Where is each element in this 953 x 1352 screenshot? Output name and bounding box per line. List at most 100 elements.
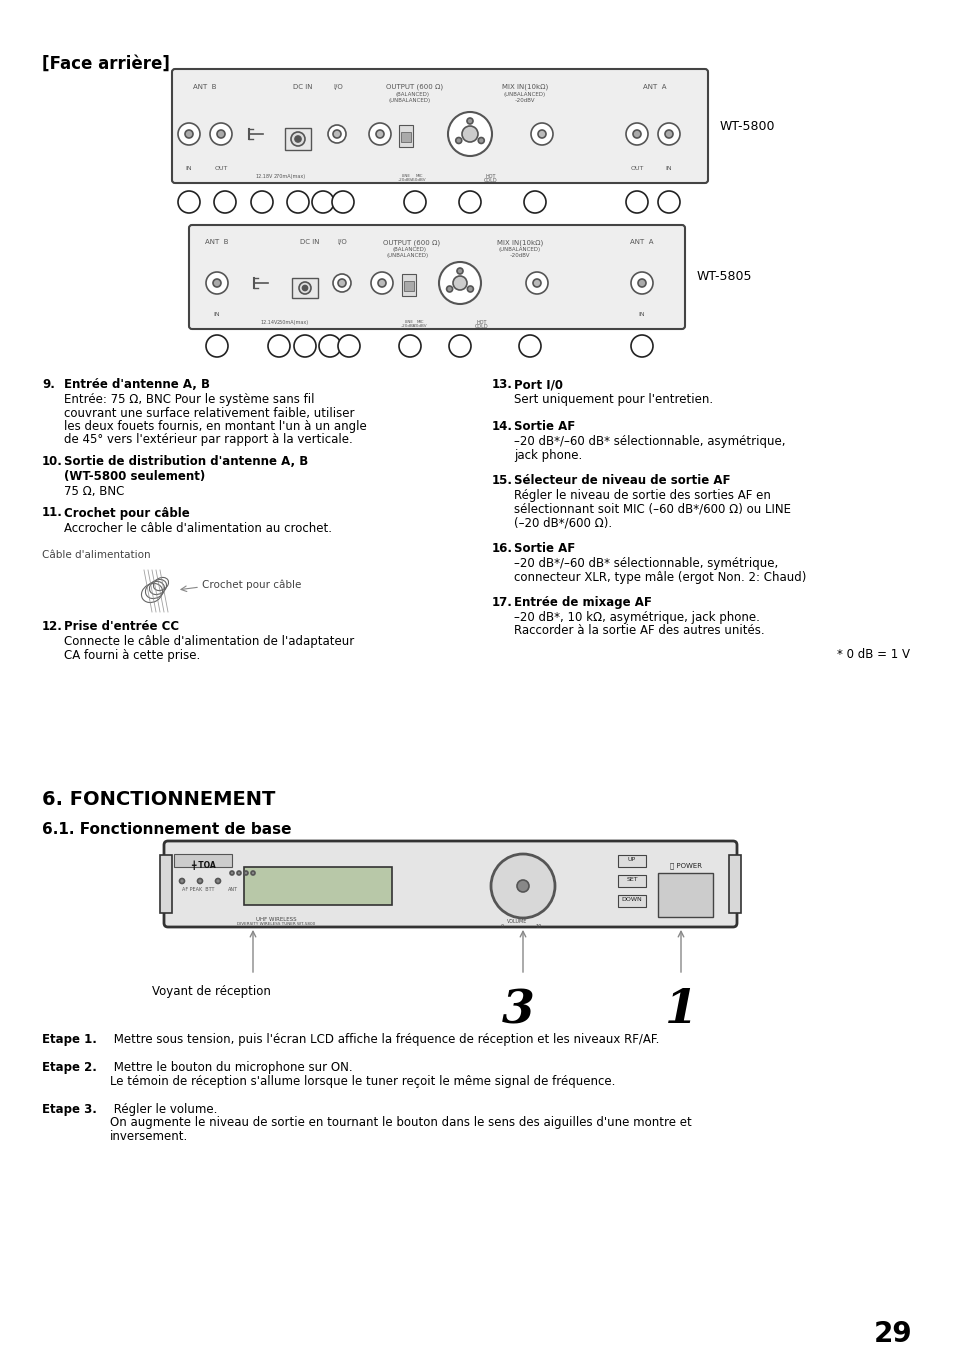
- Circle shape: [213, 191, 235, 214]
- Circle shape: [178, 191, 200, 214]
- Text: –20 dB*/–60 dB* sélectionnable, asymétrique,: –20 dB*/–60 dB* sélectionnable, asymétri…: [514, 435, 784, 449]
- Text: DIVERSITY WIRELESS TUNER WT-5800: DIVERSITY WIRELESS TUNER WT-5800: [236, 922, 314, 926]
- Text: (UNBALANCED): (UNBALANCED): [389, 97, 431, 103]
- Text: Entrée d'antenne A, B: Entrée d'antenne A, B: [64, 379, 210, 391]
- Circle shape: [371, 272, 393, 293]
- Bar: [403, 281, 414, 291]
- Bar: [244, 867, 392, 904]
- Text: ANT: ANT: [228, 887, 238, 892]
- Circle shape: [251, 191, 273, 214]
- Text: MIC: MIC: [415, 174, 422, 178]
- Text: 9: 9: [186, 197, 193, 207]
- Circle shape: [298, 283, 311, 293]
- Text: –20 dB*, 10 kΩ, asymétrique, jack phone.: –20 dB*, 10 kΩ, asymétrique, jack phone.: [514, 611, 760, 625]
- Circle shape: [537, 130, 545, 138]
- Text: UHF WIRELESS: UHF WIRELESS: [255, 917, 296, 922]
- Text: I/O: I/O: [333, 84, 342, 91]
- Circle shape: [523, 191, 545, 214]
- Text: HOT: HOT: [476, 320, 487, 324]
- Circle shape: [302, 285, 307, 291]
- Text: * 0 dB = 1 V: * 0 dB = 1 V: [836, 649, 909, 661]
- Circle shape: [456, 138, 461, 143]
- Circle shape: [185, 130, 193, 138]
- Text: 16.: 16.: [492, 542, 513, 556]
- Text: OUT: OUT: [214, 166, 228, 170]
- Text: 6. FONCTIONNEMENT: 6. FONCTIONNEMENT: [42, 790, 275, 808]
- Circle shape: [377, 279, 386, 287]
- Circle shape: [333, 274, 351, 292]
- Text: VOLUME: VOLUME: [506, 919, 527, 923]
- Circle shape: [456, 268, 462, 274]
- Text: IN: IN: [213, 312, 220, 316]
- Bar: [658, 873, 712, 917]
- Text: couvrant une surface relativement faible, utiliser: couvrant une surface relativement faible…: [64, 407, 355, 419]
- Text: [Face arrière]: [Face arrière]: [42, 55, 170, 73]
- Text: UP: UP: [627, 857, 636, 863]
- Text: 14: 14: [335, 197, 350, 207]
- Text: MIX IN(10kΩ): MIX IN(10kΩ): [497, 239, 542, 246]
- Text: (–20 dB*/600 Ω).: (–20 dB*/600 Ω).: [514, 516, 612, 530]
- Circle shape: [206, 272, 228, 293]
- Circle shape: [525, 272, 547, 293]
- Text: –60dBV: –60dBV: [411, 178, 426, 183]
- Text: 13: 13: [323, 341, 336, 352]
- Circle shape: [312, 191, 334, 214]
- Text: (BALANCED): (BALANCED): [395, 92, 430, 97]
- FancyBboxPatch shape: [189, 224, 684, 329]
- Text: 15.: 15.: [492, 475, 513, 488]
- Text: 13: 13: [315, 197, 330, 207]
- Text: MIX IN(10kΩ): MIX IN(10kΩ): [501, 84, 548, 91]
- Circle shape: [337, 279, 346, 287]
- Text: Etape 1.: Etape 1.: [42, 1033, 97, 1046]
- Circle shape: [294, 137, 301, 142]
- Text: 11.: 11.: [42, 507, 63, 519]
- Bar: [285, 128, 311, 150]
- Bar: [292, 279, 317, 297]
- Text: IN: IN: [186, 166, 193, 170]
- Circle shape: [398, 335, 420, 357]
- Text: –20dBV: –20dBV: [397, 178, 414, 183]
- Text: Le témoin de réception s'allume lorsque le tuner reçoit le même signal de fréque: Le témoin de réception s'allume lorsque …: [110, 1075, 615, 1087]
- Text: 12.18V: 12.18V: [254, 174, 273, 178]
- Text: –20dBV: –20dBV: [401, 324, 416, 329]
- Text: 9: 9: [638, 341, 644, 352]
- Text: OUTPUT (600 Ω): OUTPUT (600 Ω): [383, 239, 440, 246]
- Text: Port I/0: Port I/0: [514, 379, 562, 391]
- Text: Sert uniquement pour l'entretien.: Sert uniquement pour l'entretien.: [514, 393, 713, 406]
- Text: DOWN: DOWN: [621, 896, 641, 902]
- Text: Crochet pour câble: Crochet pour câble: [64, 507, 190, 519]
- Text: 3: 3: [501, 987, 534, 1033]
- Circle shape: [517, 880, 529, 892]
- Text: 15: 15: [403, 341, 416, 352]
- Text: WT-5800: WT-5800: [720, 119, 775, 132]
- Circle shape: [449, 335, 471, 357]
- Text: Mettre le bouton du microphone sur ON.: Mettre le bouton du microphone sur ON.: [110, 1061, 353, 1073]
- Text: HOT: HOT: [485, 174, 496, 178]
- Text: OUT: OUT: [630, 166, 643, 170]
- Text: Voyant de réception: Voyant de réception: [152, 986, 271, 998]
- Circle shape: [448, 112, 492, 155]
- Circle shape: [230, 871, 233, 875]
- Bar: [160, 854, 172, 913]
- Text: ANT  B: ANT B: [205, 239, 229, 245]
- Text: Sortie AF: Sortie AF: [514, 542, 575, 556]
- Text: I/O: I/O: [336, 239, 347, 245]
- Text: LINE: LINE: [401, 174, 410, 178]
- Text: Régler le volume.: Régler le volume.: [110, 1102, 217, 1115]
- Text: 9: 9: [665, 197, 672, 207]
- Bar: [400, 132, 411, 142]
- Text: 16: 16: [463, 197, 476, 207]
- Circle shape: [332, 191, 354, 214]
- Text: Câble d'alimentation: Câble d'alimentation: [42, 550, 151, 560]
- Circle shape: [369, 123, 391, 145]
- Text: 13.: 13.: [492, 379, 513, 391]
- Text: Sélecteur de niveau de sortie AF: Sélecteur de niveau de sortie AF: [514, 475, 730, 488]
- Text: 15: 15: [408, 197, 421, 207]
- Text: DC IN: DC IN: [293, 84, 313, 91]
- Text: Etape 2.: Etape 2.: [42, 1061, 97, 1073]
- Circle shape: [446, 287, 452, 292]
- Text: –20 dB*/–60 dB* sélectionnable, symétrique,: –20 dB*/–60 dB* sélectionnable, symétriq…: [514, 557, 778, 571]
- Text: 6.1. Fonctionnement de base: 6.1. Fonctionnement de base: [42, 822, 292, 837]
- Text: COLD: COLD: [475, 324, 488, 329]
- Circle shape: [333, 130, 340, 138]
